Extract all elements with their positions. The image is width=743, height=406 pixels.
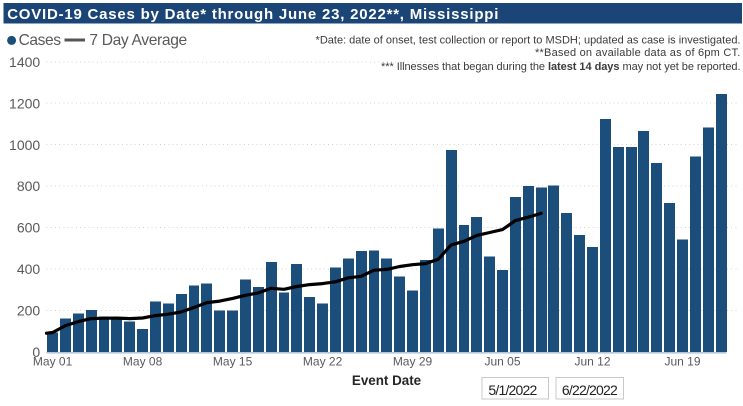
svg-text:5/1/2022: 5/1/2022	[488, 382, 537, 398]
svg-text:1000: 1000	[9, 137, 40, 153]
svg-text:COVID-19 Cases by Date* throug: COVID-19 Cases by Date* through June 23,…	[7, 6, 499, 23]
svg-text:*** Illnesses that began durin: *** Illnesses that began during the late…	[381, 61, 741, 73]
svg-text:0: 0	[32, 344, 40, 360]
svg-text:600: 600	[17, 220, 41, 236]
svg-text:7 Day Average: 7 Day Average	[89, 32, 186, 49]
svg-text:May 08: May 08	[123, 354, 163, 368]
svg-text:May 15: May 15	[213, 354, 253, 368]
svg-text:1400: 1400	[9, 54, 40, 70]
svg-text:Cases: Cases	[19, 32, 62, 49]
svg-text:200: 200	[17, 303, 41, 319]
svg-text:Event Date: Event Date	[352, 373, 421, 388]
svg-text:May 22: May 22	[303, 354, 343, 368]
svg-text:1200: 1200	[9, 95, 40, 111]
svg-text:Jun 19: Jun 19	[664, 354, 700, 368]
svg-text:**Based on available data as o: **Based on available data as of 6pm CT.	[535, 47, 740, 59]
svg-text:Jun 12: Jun 12	[574, 354, 610, 368]
svg-text:*Date: date of onset, test col: *Date: date of onset, test collection or…	[316, 34, 741, 46]
svg-text:May 01: May 01	[33, 354, 73, 368]
svg-text:800: 800	[17, 178, 41, 194]
svg-text:Jun 05: Jun 05	[484, 354, 520, 368]
svg-text:May 29: May 29	[393, 354, 433, 368]
svg-text:6/22/2022: 6/22/2022	[562, 382, 618, 398]
svg-text:400: 400	[17, 261, 41, 277]
